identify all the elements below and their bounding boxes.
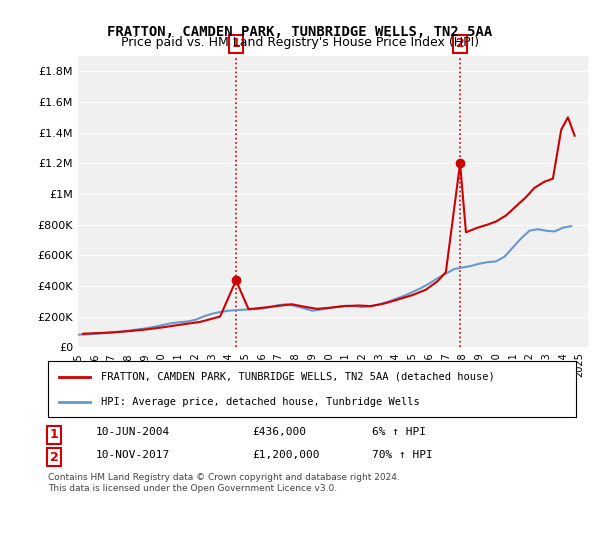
Text: FRATTON, CAMDEN PARK, TUNBRIDGE WELLS, TN2 5AA (detached house): FRATTON, CAMDEN PARK, TUNBRIDGE WELLS, T… xyxy=(101,372,494,382)
Text: 2: 2 xyxy=(456,37,464,50)
Text: £1,200,000: £1,200,000 xyxy=(252,450,320,460)
Text: 1: 1 xyxy=(50,428,58,441)
Text: 10-JUN-2004: 10-JUN-2004 xyxy=(96,427,170,437)
Text: Contains HM Land Registry data © Crown copyright and database right 2024.
This d: Contains HM Land Registry data © Crown c… xyxy=(48,473,400,493)
Text: 2: 2 xyxy=(50,451,58,464)
Text: £436,000: £436,000 xyxy=(252,427,306,437)
Text: Price paid vs. HM Land Registry's House Price Index (HPI): Price paid vs. HM Land Registry's House … xyxy=(121,36,479,49)
Text: 70% ↑ HPI: 70% ↑ HPI xyxy=(372,450,433,460)
Text: HPI: Average price, detached house, Tunbridge Wells: HPI: Average price, detached house, Tunb… xyxy=(101,396,419,407)
Text: 1: 1 xyxy=(232,37,241,50)
Text: FRATTON, CAMDEN PARK, TUNBRIDGE WELLS, TN2 5AA: FRATTON, CAMDEN PARK, TUNBRIDGE WELLS, T… xyxy=(107,25,493,39)
Text: 6% ↑ HPI: 6% ↑ HPI xyxy=(372,427,426,437)
Text: 10-NOV-2017: 10-NOV-2017 xyxy=(96,450,170,460)
